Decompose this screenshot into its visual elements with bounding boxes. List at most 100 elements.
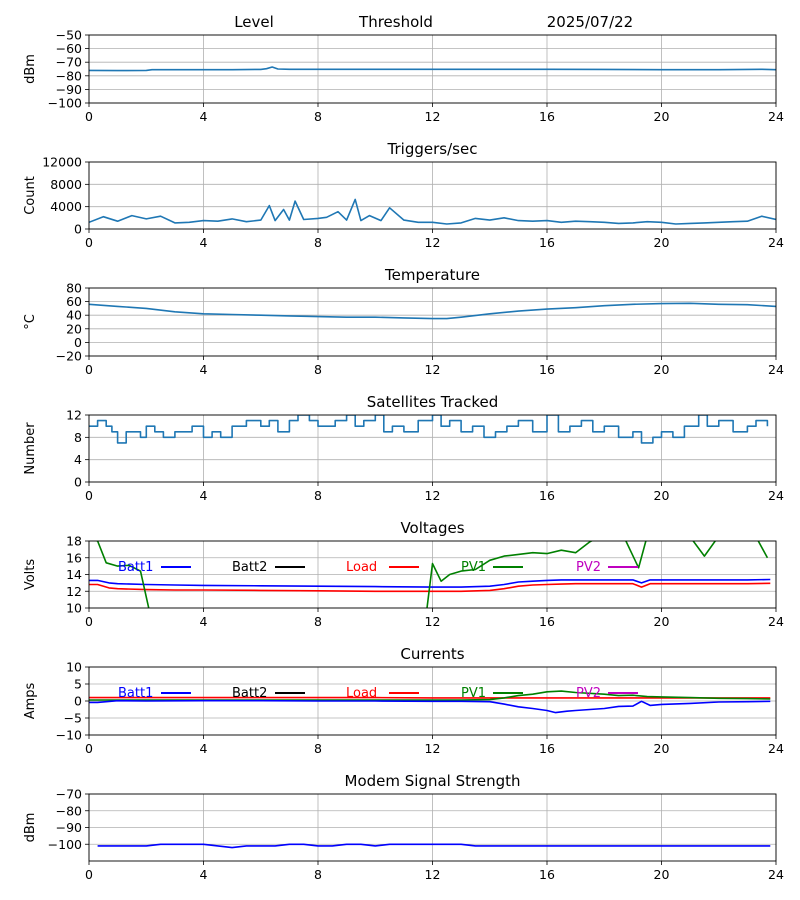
x-tick-label: 16 xyxy=(539,867,555,882)
x-tick-label: 12 xyxy=(425,488,441,503)
x-tick-label: 4 xyxy=(200,867,208,882)
y-axis-label: Count xyxy=(23,176,38,215)
series-line-triggers xyxy=(89,198,776,225)
series-line-voltages-batt1 xyxy=(89,578,771,588)
x-tick-label: 8 xyxy=(314,741,322,756)
x-tick-label: 0 xyxy=(85,362,93,377)
x-tick-label: 20 xyxy=(654,614,670,629)
x-tick-label: 12 xyxy=(425,235,441,250)
series-line-voltages-load xyxy=(89,582,771,593)
x-tick-label: 4 xyxy=(200,235,208,250)
series-line-modem xyxy=(97,843,771,849)
series-line-temperature xyxy=(89,302,776,320)
panel-level: 0 4 8 12 16 20 24 −50−60−70−80−90−100 dBm xyxy=(23,28,784,125)
x-tick-label: 12 xyxy=(425,614,441,629)
x-tick-label: 8 xyxy=(314,614,322,629)
chart-title: Satellites Tracked xyxy=(367,393,498,411)
x-tick-label: 24 xyxy=(768,741,784,756)
y-tick-label: 8 xyxy=(74,430,82,445)
x-tick-label: 8 xyxy=(314,235,322,250)
y-tick-label: 4000 xyxy=(50,199,82,214)
y-tick-label: 0 xyxy=(74,475,82,490)
y-tick-label: −100 xyxy=(48,837,82,852)
y-tick-label: 12 xyxy=(66,408,82,423)
header-threshold: Threshold xyxy=(358,13,433,31)
header-level: Level xyxy=(234,13,274,31)
y-axis-label: °C xyxy=(23,314,38,330)
y-tick-label: 8000 xyxy=(50,177,82,192)
x-tick-label: 0 xyxy=(85,109,93,124)
legend-label-batt2: Batt2 xyxy=(232,560,267,575)
y-tick-label: −80 xyxy=(56,803,82,818)
y-tick-label: −5 xyxy=(64,711,82,726)
x-tick-label: 4 xyxy=(200,614,208,629)
x-tick-label: 4 xyxy=(200,488,208,503)
y-tick-label: 0 xyxy=(74,335,82,350)
x-tick-label: 24 xyxy=(768,235,784,250)
y-axis-label: Volts xyxy=(23,559,38,591)
y-tick-label: 5 xyxy=(74,677,82,692)
x-tick-label: 24 xyxy=(768,614,784,629)
x-tick-label: 8 xyxy=(314,362,322,377)
y-tick-label: −90 xyxy=(56,820,82,835)
series-line-currents-batt1 xyxy=(89,699,771,714)
legend-label-load: Load xyxy=(346,560,377,575)
y-tick-label: 60 xyxy=(66,294,82,309)
x-tick-label: 24 xyxy=(768,867,784,882)
x-tick-label: 20 xyxy=(654,488,670,503)
x-tick-label: 20 xyxy=(654,362,670,377)
y-tick-label: 16 xyxy=(66,550,82,565)
x-tick-label: 0 xyxy=(85,867,93,882)
x-tick-label: 0 xyxy=(85,488,93,503)
x-tick-label: 24 xyxy=(768,109,784,124)
x-tick-label: 4 xyxy=(200,109,208,124)
x-tick-label: 20 xyxy=(654,867,670,882)
y-axis-label: dBm xyxy=(23,54,38,84)
y-tick-label: −90 xyxy=(56,82,82,97)
chart-title: Triggers/sec xyxy=(387,140,478,158)
y-tick-label: −10 xyxy=(56,728,82,743)
x-tick-label: 12 xyxy=(425,362,441,377)
x-tick-label: 20 xyxy=(654,235,670,250)
legend-label-pv1: PV1 xyxy=(461,686,486,701)
x-tick-label: 16 xyxy=(539,362,555,377)
x-tick-label: 20 xyxy=(654,741,670,756)
x-tick-label: 0 xyxy=(85,741,93,756)
y-axis-label: dBm xyxy=(23,813,38,843)
chart-title: Modem Signal Strength xyxy=(345,772,521,790)
y-axis-label: Number xyxy=(23,422,38,475)
x-tick-label: 16 xyxy=(539,614,555,629)
y-axis-label: Amps xyxy=(23,682,38,719)
y-tick-label: −20 xyxy=(56,349,82,364)
x-tick-label: 8 xyxy=(314,867,322,882)
header-date: 2025/07/22 xyxy=(547,13,633,31)
legend-label-pv2: PV2 xyxy=(576,560,601,575)
legend-label-batt1: Batt1 xyxy=(118,560,153,575)
y-tick-label: 10 xyxy=(66,601,82,616)
y-tick-label: 80 xyxy=(66,281,82,296)
y-tick-label: 18 xyxy=(66,534,82,549)
x-tick-label: 4 xyxy=(200,362,208,377)
x-tick-label: 12 xyxy=(425,109,441,124)
y-tick-label: −100 xyxy=(48,96,82,111)
x-tick-label: 20 xyxy=(654,109,670,124)
x-tick-label: 12 xyxy=(425,867,441,882)
legend-label-pv1: PV1 xyxy=(461,560,486,575)
chart-title: Currents xyxy=(400,645,464,663)
y-tick-label: −70 xyxy=(56,787,82,802)
x-tick-label: 16 xyxy=(539,741,555,756)
y-tick-label: 14 xyxy=(66,567,82,582)
y-tick-label: 10 xyxy=(66,660,82,675)
x-tick-label: 24 xyxy=(768,362,784,377)
legend-label-batt1: Batt1 xyxy=(118,686,153,701)
x-tick-label: 4 xyxy=(200,741,208,756)
x-tick-label: 8 xyxy=(314,488,322,503)
y-tick-label: −60 xyxy=(56,41,82,56)
y-tick-label: 40 xyxy=(66,308,82,323)
legend-label-pv2: PV2 xyxy=(576,686,601,701)
x-tick-label: 8 xyxy=(314,109,322,124)
x-tick-label: 12 xyxy=(425,741,441,756)
